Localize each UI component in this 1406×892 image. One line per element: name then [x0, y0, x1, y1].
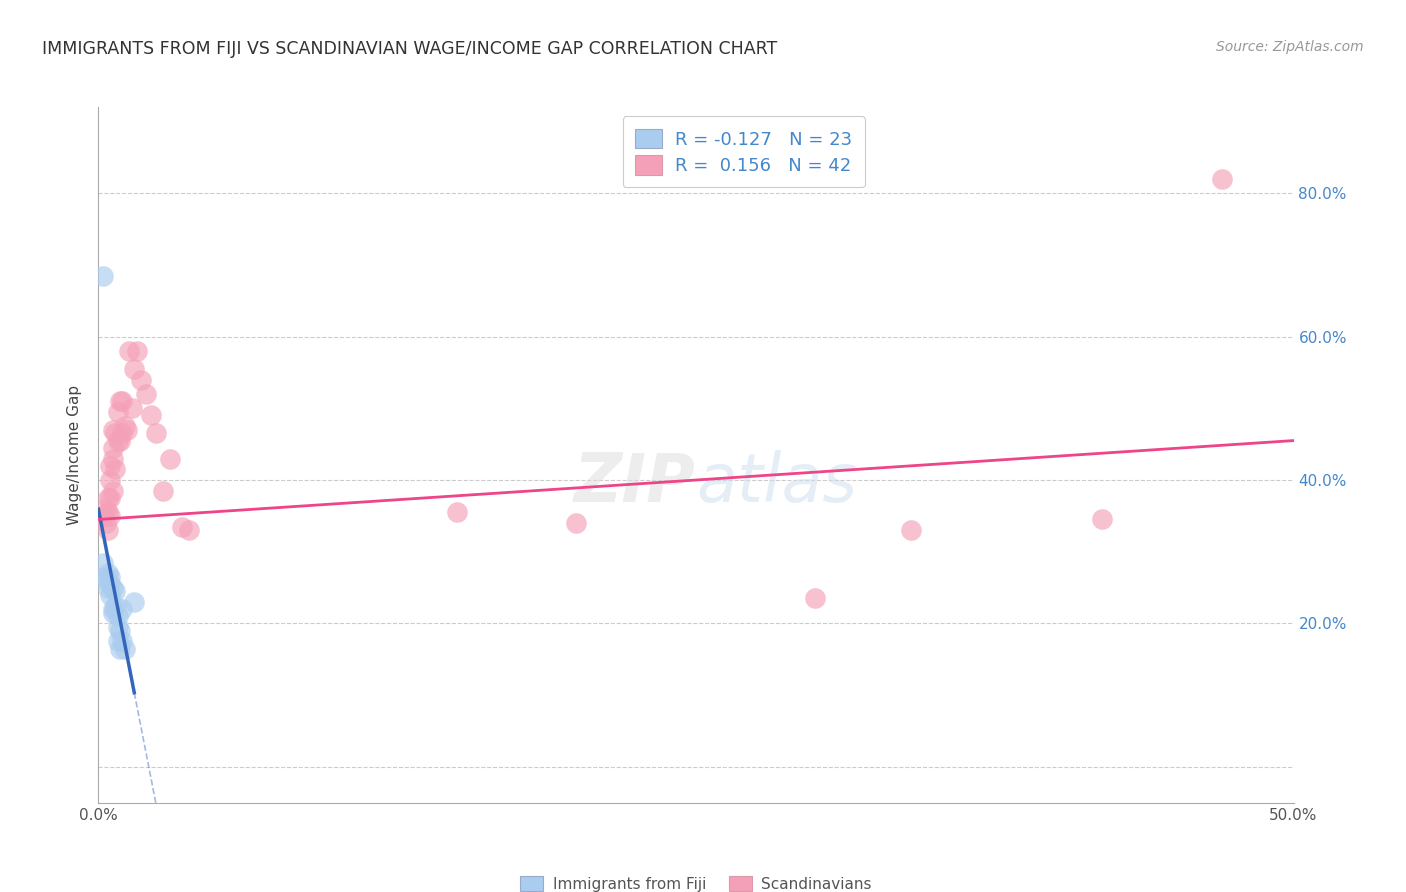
Point	[101, 423, 124, 437]
Point	[97, 581, 120, 595]
Point	[121, 401, 143, 416]
Point	[97, 491, 120, 505]
Point	[172, 519, 194, 533]
Y-axis label: Wage/Income Gap: Wage/Income Gap	[67, 384, 83, 525]
Point	[1211, 171, 1233, 186]
Point	[114, 419, 136, 434]
Point	[98, 508, 122, 523]
Point	[94, 516, 117, 530]
Point	[104, 426, 127, 441]
Point	[111, 634, 134, 648]
Point	[101, 441, 124, 455]
Point	[104, 462, 127, 476]
Point	[104, 599, 127, 613]
Point	[107, 434, 129, 448]
Point	[135, 387, 157, 401]
Point	[108, 434, 131, 448]
Point	[139, 409, 162, 423]
Point	[108, 624, 131, 638]
Point	[107, 609, 129, 624]
Point	[97, 566, 120, 581]
Point	[91, 508, 114, 523]
Point	[118, 343, 141, 358]
Point	[125, 343, 148, 358]
Point	[94, 574, 117, 588]
Point	[107, 620, 129, 634]
Point	[124, 595, 146, 609]
Text: atlas: atlas	[696, 450, 858, 516]
Point	[97, 523, 120, 537]
Point	[98, 473, 122, 487]
Point	[91, 268, 114, 283]
Point	[111, 426, 134, 441]
Point	[131, 373, 153, 387]
Point	[900, 523, 922, 537]
Point	[98, 577, 122, 591]
Point	[114, 641, 136, 656]
Point	[94, 570, 117, 584]
Point	[91, 556, 114, 570]
Point	[98, 491, 122, 505]
Point	[98, 588, 122, 602]
Point	[145, 426, 167, 441]
Point	[108, 394, 131, 409]
Text: Source: ZipAtlas.com: Source: ZipAtlas.com	[1216, 40, 1364, 54]
Point	[107, 634, 129, 648]
Point	[115, 423, 138, 437]
Point	[104, 584, 127, 599]
Point	[94, 501, 117, 516]
Point	[101, 606, 124, 620]
Point	[98, 458, 122, 473]
Point	[1091, 512, 1114, 526]
Point	[124, 362, 146, 376]
Point	[101, 483, 124, 498]
Point	[152, 483, 174, 498]
Point	[565, 516, 588, 530]
Point	[179, 523, 201, 537]
Point	[804, 591, 827, 606]
Point	[446, 505, 468, 519]
Point	[111, 602, 134, 616]
Point	[98, 570, 122, 584]
Point	[108, 641, 131, 656]
Legend: Immigrants from Fiji, Scandinavians: Immigrants from Fiji, Scandinavians	[515, 870, 877, 892]
Text: ZIP: ZIP	[574, 450, 696, 516]
Point	[159, 451, 181, 466]
Point	[101, 602, 124, 616]
Point	[101, 451, 124, 466]
Point	[107, 405, 129, 419]
Point	[101, 581, 124, 595]
Text: IMMIGRANTS FROM FIJI VS SCANDINAVIAN WAGE/INCOME GAP CORRELATION CHART: IMMIGRANTS FROM FIJI VS SCANDINAVIAN WAG…	[42, 40, 778, 58]
Point	[111, 394, 134, 409]
Point	[97, 505, 120, 519]
